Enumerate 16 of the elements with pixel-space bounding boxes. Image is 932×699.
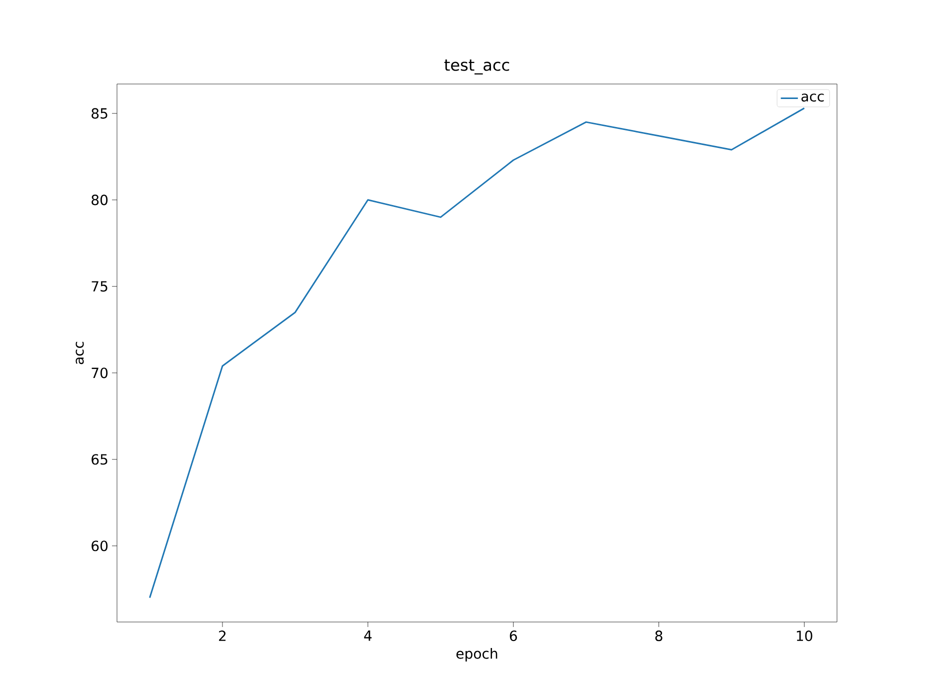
y-tick-label: 70 <box>92 368 108 378</box>
x-tick-label: 2 <box>219 630 226 641</box>
y-tick-label: 65 <box>92 454 108 465</box>
y-tick-label: 85 <box>92 108 108 119</box>
y-axis-title: acc <box>76 342 84 364</box>
y-tick-label: 75 <box>92 281 108 292</box>
x-axis-title: epoch <box>456 648 498 662</box>
x-tick-label: 8 <box>655 630 662 642</box>
chart-title: test_acc <box>444 59 510 74</box>
line-series <box>148 107 806 599</box>
y-tick-label: 60 <box>92 540 108 552</box>
x-tick-label: 10 <box>796 630 812 642</box>
y-tick-label: 80 <box>92 194 108 206</box>
legend-label: acc <box>801 94 824 102</box>
x-tick-label: 6 <box>510 630 517 642</box>
x-tick-label: 4 <box>364 630 372 641</box>
